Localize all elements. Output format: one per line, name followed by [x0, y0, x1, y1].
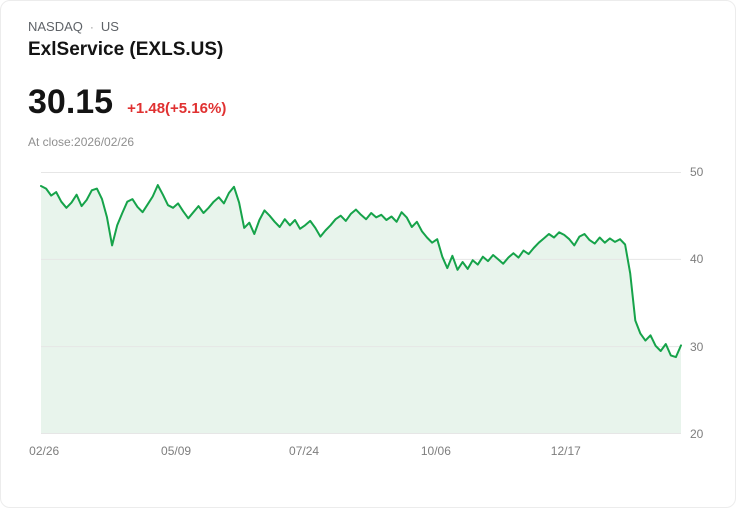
separator-dot: · — [89, 19, 94, 34]
x-axis-label: 07/24 — [289, 444, 320, 458]
region-label: US — [100, 19, 119, 34]
x-axis-label: 02/26 — [29, 444, 60, 458]
price-row: 30.15 +1.48(+5.16%) — [1, 83, 735, 122]
x-axis-label: 12/17 — [550, 444, 581, 458]
price-change: +1.48(+5.16%) — [127, 100, 227, 117]
y-axis-label: 20 — [690, 427, 704, 441]
ticker-title: ExlService (EXLS.US) — [28, 39, 224, 60]
exchange-label: NASDAQ — [28, 19, 83, 34]
x-axis-label: 10/06 — [420, 444, 451, 458]
close-timestamp: At close:2026/02/26 — [28, 135, 135, 149]
y-axis-label: 30 — [690, 339, 704, 354]
quote-header: NASDAQ · US ExlService (EXLS.US) — [1, 19, 735, 61]
price-chart-svg[interactable] — [40, 172, 682, 434]
last-price: 30.15 — [28, 83, 114, 121]
price-line — [40, 184, 682, 359]
x-axis: 02/26 05/09 07/24 10/06 12/17 — [29, 442, 681, 460]
y-axis-label: 40 — [690, 252, 704, 267]
exchange-row: NASDAQ · US — [28, 19, 708, 34]
price-area-fill — [41, 185, 681, 434]
x-axis-label: 05/09 — [161, 444, 192, 458]
y-axis-label: 50 — [690, 165, 704, 179]
chart-plot[interactable]: 50 40 30 20 — [40, 166, 703, 440]
